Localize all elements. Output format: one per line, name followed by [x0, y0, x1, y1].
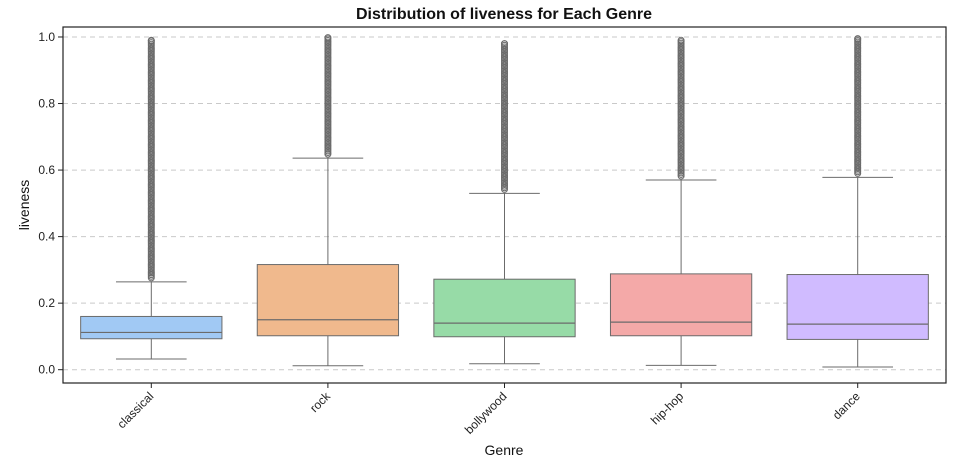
y-tick-label: 0.4	[38, 230, 55, 244]
outliers	[147, 36, 155, 282]
x-axis-label: Genre	[485, 442, 524, 458]
x-tick-label-dance: dance	[830, 389, 863, 422]
box-group-classical	[80, 36, 223, 360]
x-tick-label-hip-hop: hip-hop	[648, 389, 686, 427]
outliers	[677, 36, 685, 180]
outlier-point	[677, 36, 685, 44]
outlier-point	[501, 40, 508, 48]
iqr-box	[609, 273, 753, 337]
box-group-rock	[256, 34, 400, 367]
boxes	[80, 34, 929, 368]
outliers	[501, 40, 508, 193]
y-tick-label: 0.8	[38, 97, 55, 111]
y-axis-label: liveness	[16, 180, 32, 231]
box-group-dance	[786, 35, 929, 368]
box-group-bollywood	[433, 40, 576, 365]
y-axis-ticks: 0.0 0.2 0.4 0.6 0.8 1.0	[38, 30, 63, 377]
x-axis-ticks: classical rock bollywood hip-hop dance	[114, 383, 863, 437]
outlier-point	[854, 35, 862, 43]
outliers	[324, 34, 332, 158]
iqr-box	[256, 264, 400, 337]
box-group-hip-hop	[609, 36, 753, 366]
y-tick-label: 0.0	[38, 363, 55, 377]
y-tick-label: 1.0	[38, 30, 55, 44]
x-tick-label-rock: rock	[307, 389, 334, 416]
iqr-box	[80, 315, 223, 340]
x-tick-label-classical: classical	[114, 389, 156, 431]
iqr-box	[433, 278, 576, 338]
chart-title: Distribution of liveness for Each Genre	[356, 6, 652, 23]
y-tick-label: 0.2	[38, 296, 55, 310]
x-tick-label-bollywood: bollywood	[462, 389, 510, 437]
outlier-point	[324, 34, 332, 42]
y-tick-label: 0.6	[38, 163, 55, 177]
outlier-point	[147, 36, 155, 44]
outliers	[854, 35, 862, 177]
iqr-box	[786, 274, 929, 340]
